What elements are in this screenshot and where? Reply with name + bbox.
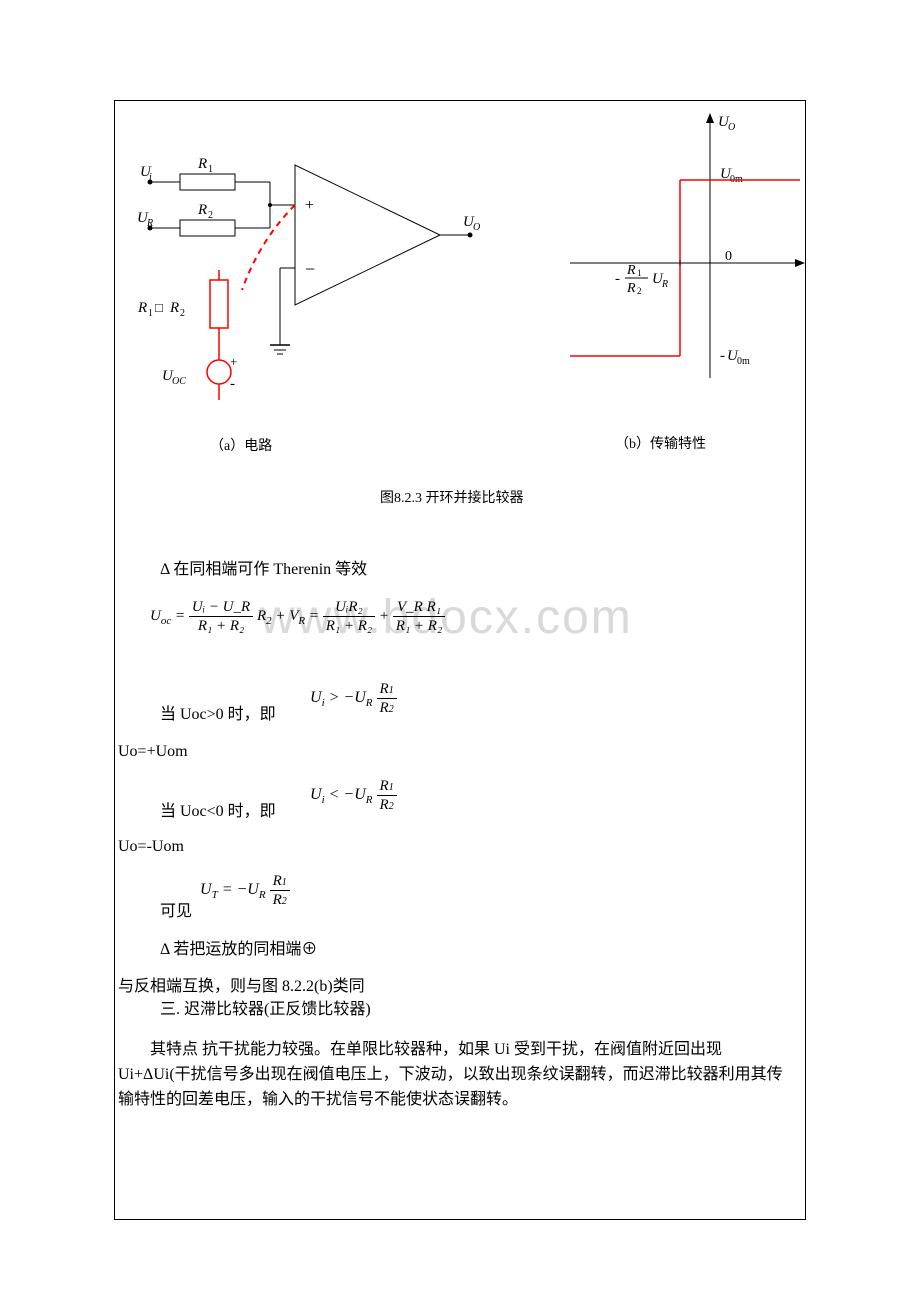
svg-text:2: 2 [637, 286, 642, 296]
svg-text:-: - [720, 348, 725, 364]
svg-text:+: + [305, 197, 314, 214]
svg-text:+: + [230, 354, 237, 369]
figure-caption: 图8.2.3 开环并接比较器 [380, 488, 524, 509]
svg-text:O: O [728, 122, 735, 133]
line-ref: 与反相端互换，则与图 8.2.2(b)类同 [118, 975, 365, 999]
svg-text:-: - [615, 271, 620, 287]
svg-text:i: i [149, 172, 152, 183]
cond-ut: 可见 [160, 900, 192, 924]
line-therenin: Δ 在同相端可作 Therenin 等效 [160, 558, 367, 582]
svg-text:−: − [305, 259, 315, 279]
circuit-diagram: Ui UR R1 R2 + − UO R1 □ R2 + - UOC （a）电路 [130, 110, 500, 470]
paragraph-hysteresis: 其特点 抗干扰能力较强。在单限比较器种，如果 Ui 受到干扰，在阀值附近回出现 … [118, 1038, 798, 1112]
equation-uoc: Uoc = Uᵢ − U_RR₁ + R₂ R2 + VR = UᵢR₂R₁ +… [150, 598, 445, 635]
svg-text:R: R [626, 263, 636, 278]
svg-text:2: 2 [208, 210, 213, 221]
result-pos: Uo=+Uom [118, 740, 188, 764]
transfer-graph: UO U0m 0 -U0m - R1 R2 UR （b）传输特性 [560, 108, 810, 468]
svg-text:OC: OC [172, 376, 186, 387]
cond-uoc-neg: 当 Uoc<0 时，即 [160, 800, 276, 824]
svg-text:1: 1 [637, 268, 642, 278]
line-swap: Δ 若把运放的同相端⊕ [160, 938, 317, 962]
svg-text:1: 1 [208, 164, 213, 175]
svg-text:O: O [473, 222, 480, 233]
svg-text:□: □ [155, 300, 163, 315]
svg-text:R: R [626, 281, 636, 296]
svg-text:R: R [197, 202, 207, 218]
line-section3: 三. 迟滞比较器(正反馈比较器) [160, 998, 371, 1022]
svg-text:-: - [230, 376, 235, 392]
svg-text:2: 2 [180, 308, 185, 319]
result-neg: Uo=-Uom [118, 835, 184, 859]
ineq-pos: Ui > −UR R1R2 [310, 680, 397, 717]
ineq-neg: Ui < −UR R1R2 [310, 777, 397, 814]
svg-text:R: R [146, 218, 153, 229]
svg-text:R: R [137, 300, 147, 316]
eq-ut: UT = −UR R1R2 [200, 872, 290, 909]
svg-text:0m: 0m [737, 356, 750, 367]
svg-text:（b）传输特性: （b）传输特性 [615, 436, 706, 452]
svg-text:R: R [661, 279, 668, 290]
svg-text:R: R [197, 156, 207, 172]
svg-text:（a）电路: （a）电路 [210, 438, 272, 454]
svg-text:R: R [169, 300, 179, 316]
svg-text:0: 0 [725, 249, 732, 264]
svg-text:1: 1 [148, 308, 153, 319]
cond-uoc-pos: 当 Uoc>0 时，即 [160, 703, 276, 727]
